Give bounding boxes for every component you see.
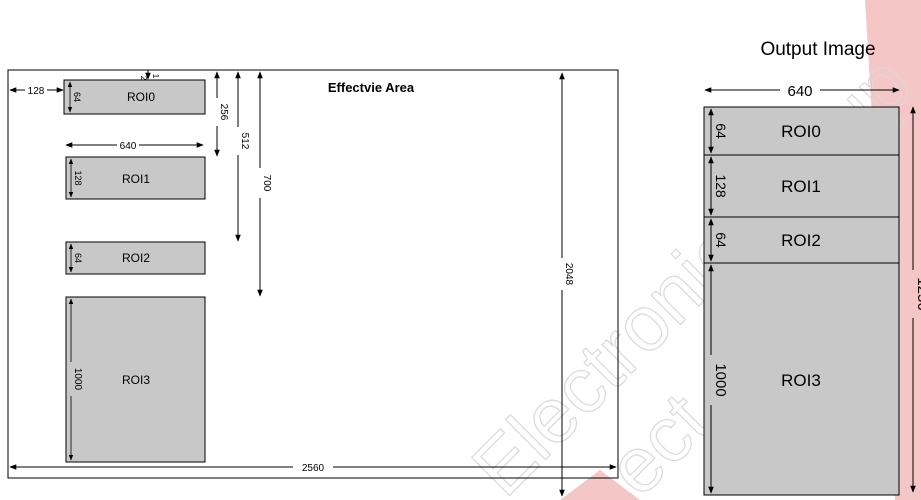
- output-roi-3-box: [703, 262, 900, 496]
- output-roi-0: ROI0 64: [703, 106, 900, 156]
- output-roi-2: ROI2 64: [703, 216, 900, 264]
- height-dimension-2048: 2048: [559, 72, 574, 497]
- left-roi-2-box: [65, 241, 206, 275]
- output-roi-1-label: ROI1: [781, 177, 821, 196]
- output-total-height-label: 1256: [914, 277, 921, 310]
- output-roi-3-label: ROI3: [781, 371, 821, 390]
- left-roi-2-height: 64: [73, 253, 83, 263]
- left-roi-3-height: 1000: [72, 368, 83, 391]
- left-roi-2-label: ROI2: [122, 251, 150, 265]
- width-label: 2560: [302, 463, 325, 474]
- offset-512-label: 512: [239, 133, 250, 150]
- left-roi-1-height: 128: [73, 170, 83, 185]
- output-roi-1-box: [703, 154, 900, 218]
- output-roi-3-height: 1000: [712, 363, 729, 396]
- left-roi-0-box: [63, 79, 206, 115]
- offset-y-dimension: 2 1: [139, 70, 160, 81]
- output-roi-0-box: [703, 106, 900, 156]
- height-label: 2048: [563, 263, 574, 286]
- offset-512-dimension: 512: [235, 71, 250, 242]
- offset-y-label-b: 1: [151, 74, 160, 79]
- offset-700-label: 700: [261, 175, 272, 192]
- output-roi-1-height: 128: [713, 174, 729, 198]
- left-roi-0: ROI0 64: [63, 79, 206, 115]
- output-roi-2-box: [703, 216, 900, 264]
- roi-width-dimension: 640: [65, 141, 204, 152]
- output-title: Output Image: [760, 39, 875, 60]
- output-total-height-dimension: 1256: [910, 106, 921, 493]
- output-width-dimension: 640: [704, 83, 900, 100]
- left-roi-1: ROI1 128: [65, 156, 206, 200]
- output-roi-0-label: ROI0: [781, 122, 821, 141]
- output-roi-0-height: 64: [713, 123, 729, 139]
- offset-700-dimension: 700: [257, 71, 272, 297]
- left-roi-3-box: [65, 296, 206, 463]
- output-roi-3: ROI3 1000: [703, 262, 900, 496]
- offset-x-dimension: 128: [9, 86, 64, 97]
- width-dimension-2560: 2560: [9, 463, 617, 474]
- effective-area-title: Effectvie Area: [328, 80, 415, 95]
- output-roi-2-label: ROI2: [781, 231, 821, 250]
- offset-256-dimension: 256: [214, 71, 229, 157]
- left-roi-3: ROI3 1000: [65, 296, 206, 463]
- effective-area-frame: [7, 69, 619, 479]
- output-roi-2-height: 64: [713, 232, 729, 248]
- offset-256-label: 256: [218, 104, 229, 121]
- watermark-red-triangle: [560, 470, 640, 500]
- output-width-label: 640: [787, 83, 812, 100]
- left-roi-0-label: ROI0: [127, 90, 155, 104]
- left-roi-2: ROI2 64: [65, 241, 206, 275]
- left-roi-1-box: [65, 156, 206, 200]
- left-roi-1-label: ROI1: [122, 172, 150, 186]
- offset-y-label: 2: [139, 76, 148, 81]
- output-roi-1: ROI1 128: [703, 154, 900, 218]
- roi-width-label: 640: [120, 141, 137, 152]
- left-roi-3-label: ROI3: [122, 373, 150, 387]
- offset-x-label: 128: [28, 86, 45, 97]
- left-roi-0-height: 64: [72, 92, 82, 102]
